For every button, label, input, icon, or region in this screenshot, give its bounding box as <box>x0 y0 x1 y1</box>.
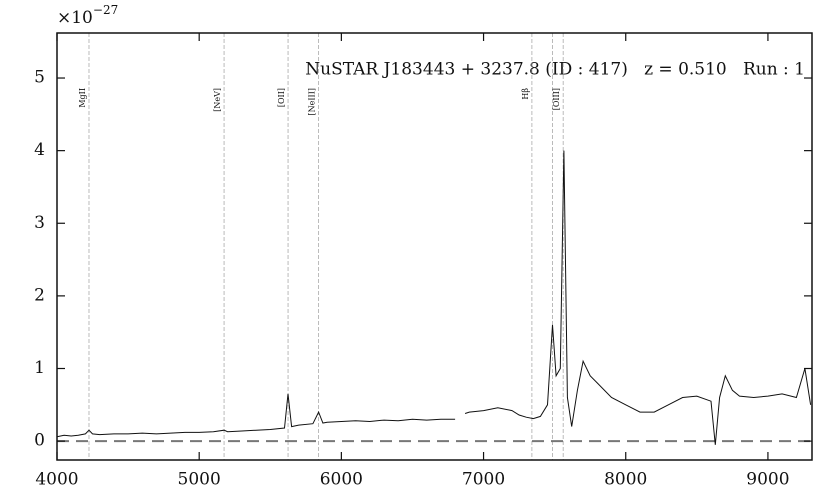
y-tick-label: 4 <box>34 140 45 160</box>
x-tick-label: 7000 <box>462 470 505 490</box>
emission-label: [NeV] <box>213 88 222 112</box>
emission-label: [OII] <box>277 88 286 107</box>
y-tick-label: 5 <box>34 68 45 88</box>
x-tick-label: 4000 <box>35 470 78 490</box>
y-tick-label: 3 <box>34 213 45 233</box>
x-tick-label: 5000 <box>178 470 221 490</box>
emission-label: [OIII] <box>552 88 561 110</box>
x-tick-label: 9000 <box>746 470 789 490</box>
y-tick-label: 0 <box>34 431 45 451</box>
y-tick-label: 2 <box>34 285 45 305</box>
x-tick-label: 8000 <box>604 470 647 490</box>
chart-title: NuSTAR J183443 + 3237.8 (ID : 417) z = 0… <box>305 60 805 80</box>
x-tick-label: 6000 <box>320 470 363 490</box>
y-multiplier: ×10−27 <box>57 3 118 28</box>
plot-frame <box>56 32 813 461</box>
emission-label: MgII <box>78 88 87 108</box>
emission-label: [NeIII] <box>308 88 317 115</box>
emission-label: Hβ <box>521 88 530 100</box>
y-tick-label: 1 <box>34 358 45 378</box>
spectrum-line <box>56 150 812 445</box>
